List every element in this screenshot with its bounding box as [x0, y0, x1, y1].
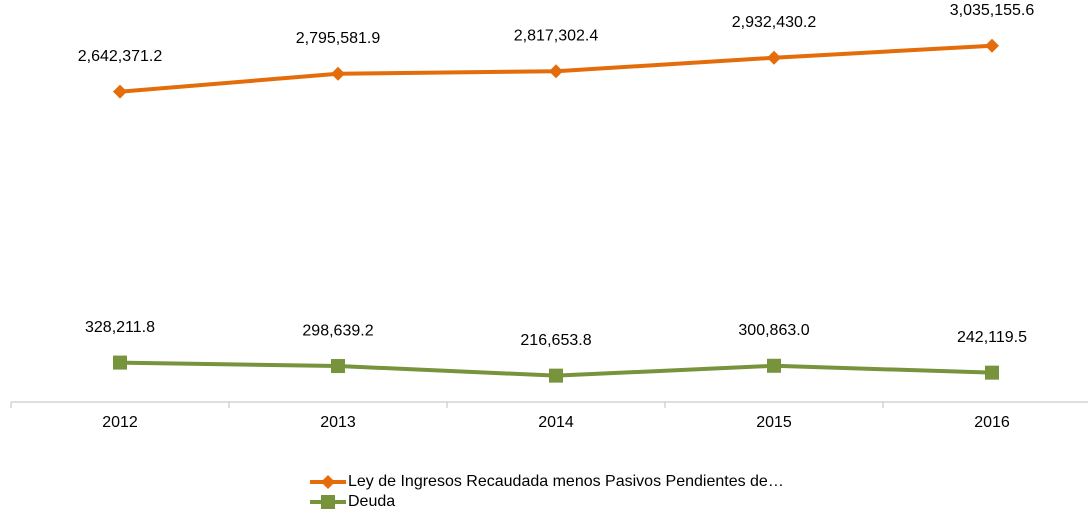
point-marker [331, 359, 345, 374]
point-marker [113, 355, 127, 370]
data-label: 2,642,371.2 [78, 48, 163, 65]
x-tick-label: 2015 [756, 414, 792, 431]
legend-marker [321, 495, 335, 509]
point-marker [331, 66, 345, 81]
data-label: 242,119.5 [957, 329, 1027, 346]
x-tick-label: 2013 [320, 414, 356, 431]
data-label: 2,795,581.9 [296, 30, 381, 47]
point-marker [985, 365, 999, 380]
data-label: 300,863.0 [738, 322, 809, 339]
data-label: 328,211.8 [85, 319, 155, 336]
data-label: 3,035,155.6 [950, 2, 1035, 19]
legend-label: Ley de Ingresos Recaudada menos Pasivos … [348, 473, 784, 490]
point-marker [113, 84, 127, 99]
x-tick-label: 2012 [102, 414, 138, 431]
data-label: 2,817,302.4 [514, 27, 599, 44]
point-marker [549, 368, 563, 383]
point-marker [549, 64, 563, 79]
legend-marker [321, 475, 335, 489]
data-label: 2,932,430.2 [732, 14, 817, 31]
point-marker [985, 38, 999, 53]
data-label: 216,653.8 [520, 332, 591, 349]
point-marker [767, 358, 781, 373]
point-marker [767, 50, 781, 65]
data-label: 298,639.2 [302, 322, 373, 339]
legend-label: Deuda [348, 493, 395, 510]
x-tick-label: 2016 [974, 414, 1010, 431]
x-tick-label: 2014 [538, 414, 574, 431]
